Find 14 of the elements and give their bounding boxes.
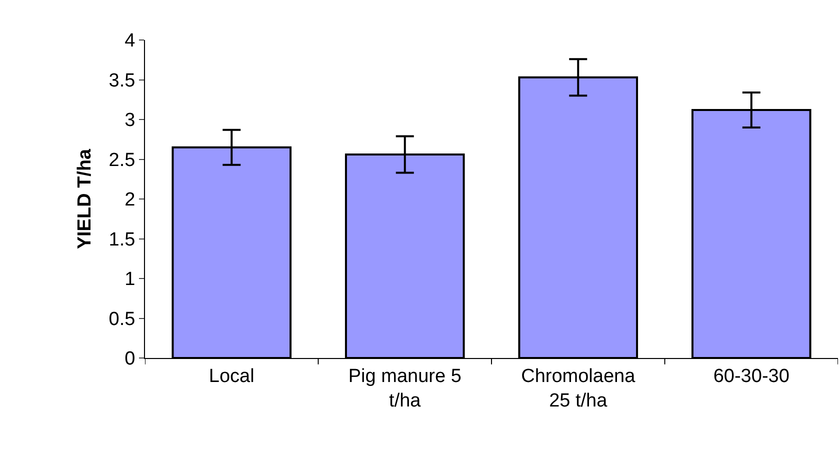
y-tick-label: 3 [124,110,136,132]
y-tick-label: 0 [124,348,136,370]
x-tick-label: Pig manure 5 t/ha [348,366,462,412]
y-tick-label: 0.5 [108,308,136,330]
y-tick-label: 2 [124,190,136,211]
y-axis-title: YIELD T/ha [74,148,96,250]
x-tick-label: 60-30-30 [713,366,790,387]
y-tick-label: 1.5 [108,229,136,250]
x-tick-label: Chromolaena 25 t/ha [521,366,636,412]
x-tick-label: Local [208,366,254,387]
y-tick-label: 1 [124,269,136,290]
y-tick-label: 4 [124,30,136,52]
y-tick-label: 3.5 [108,70,136,92]
y-tick-label: 2.5 [108,150,136,171]
